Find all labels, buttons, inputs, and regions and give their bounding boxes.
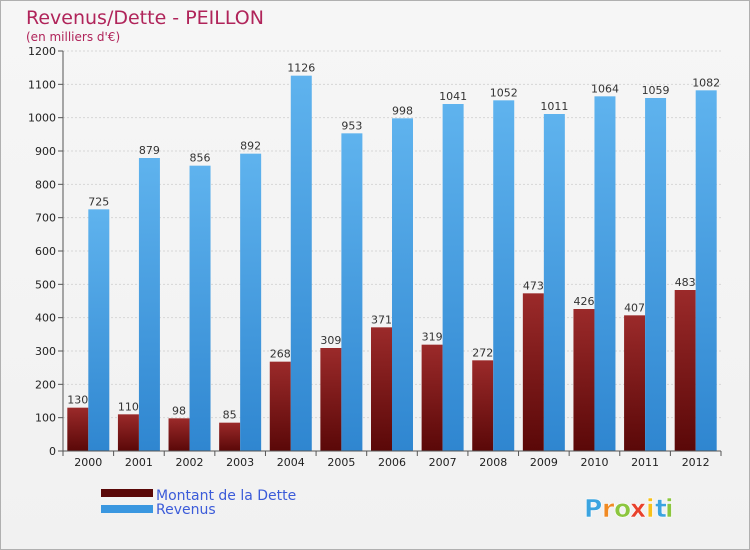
bar-debt xyxy=(67,407,89,451)
bar-revenue xyxy=(493,100,515,451)
value-label-revenue: 1082 xyxy=(692,76,720,89)
bar-revenue xyxy=(645,98,667,451)
bar-revenue xyxy=(341,133,363,452)
value-label-debt: 85 xyxy=(223,409,237,422)
y-tick-label: 800 xyxy=(35,178,56,191)
value-label-revenue: 1052 xyxy=(490,86,518,99)
bar-revenue xyxy=(392,118,413,451)
value-label-revenue: 892 xyxy=(240,140,261,153)
bar-debt xyxy=(320,348,342,451)
bar-debt xyxy=(472,360,494,451)
value-label-revenue: 879 xyxy=(139,144,160,157)
y-tick-label: 1000 xyxy=(28,112,56,125)
x-tick-label: 2008 xyxy=(479,456,507,469)
value-label-revenue: 1011 xyxy=(540,100,568,113)
value-label-revenue: 1041 xyxy=(439,90,467,103)
bar-revenue xyxy=(290,75,312,452)
value-label-debt: 268 xyxy=(270,348,291,361)
value-label-revenue: 725 xyxy=(88,195,109,208)
y-tick-label: 600 xyxy=(35,245,56,258)
y-tick-label: 100 xyxy=(35,412,56,425)
legend-label-revenue: Revenus xyxy=(156,502,216,518)
y-tick-label: 700 xyxy=(35,212,56,225)
y-tick-label: 1100 xyxy=(28,78,56,91)
value-label-debt: 319 xyxy=(422,331,443,344)
logo-letter: t xyxy=(655,494,667,523)
value-label-revenue: 856 xyxy=(190,152,211,165)
value-label-debt: 473 xyxy=(523,279,544,292)
x-tick-label: 2010 xyxy=(580,456,608,469)
value-label-revenue: 953 xyxy=(341,119,362,132)
logo-letter: P xyxy=(584,494,602,523)
value-label-debt: 110 xyxy=(118,400,139,413)
legend-swatch-revenue xyxy=(101,505,153,513)
value-label-debt: 371 xyxy=(371,313,392,326)
bar-revenue xyxy=(88,209,110,451)
y-tick-label: 200 xyxy=(35,378,56,391)
bar-debt xyxy=(371,327,392,451)
value-label-revenue: 1064 xyxy=(591,82,619,95)
x-tick-label: 2000 xyxy=(74,456,102,469)
bar-debt xyxy=(522,293,544,451)
logo-letter: o xyxy=(614,494,631,523)
bar-debt xyxy=(624,315,646,451)
logo-letter: i xyxy=(665,494,674,523)
value-label-debt: 426 xyxy=(573,295,594,308)
x-tick-label: 2009 xyxy=(530,456,558,469)
bar-debt xyxy=(168,418,190,451)
x-tick-label: 2007 xyxy=(429,456,457,469)
legend-label-debt: Montant de la Dette xyxy=(156,488,296,504)
bar-revenue xyxy=(189,165,211,451)
y-tick-label: 0 xyxy=(49,445,56,458)
legend: Montant de la Dette Revenus xyxy=(101,488,296,518)
bar-debt xyxy=(219,422,241,451)
bar-debt xyxy=(117,414,139,451)
bar-debt xyxy=(421,344,443,451)
chart-subtitle: (en milliers d'€) xyxy=(26,30,120,44)
bar-revenue xyxy=(442,104,464,451)
x-tick-label: 2005 xyxy=(327,456,355,469)
logo-letter: i xyxy=(646,494,655,523)
value-label-debt: 272 xyxy=(472,346,493,359)
value-label-debt: 309 xyxy=(320,334,341,347)
bar-debt xyxy=(674,290,696,451)
value-label-debt: 130 xyxy=(67,394,88,407)
axes: 0 100 200 300 400 500 600 700 800 900 1000 1100 1200… xyxy=(28,45,722,469)
logo-letter: r xyxy=(602,494,615,523)
y-tick-label: 400 xyxy=(35,312,56,325)
chart-title: Revenus/Dette - PEILLON xyxy=(26,7,264,29)
legend-swatch-debt xyxy=(101,489,153,497)
bar-revenue xyxy=(695,90,717,451)
y-tick-label: 1200 xyxy=(28,45,56,58)
x-tick-label: 2006 xyxy=(378,456,406,469)
value-label-debt: 483 xyxy=(675,276,696,289)
value-label-revenue: 998 xyxy=(392,104,413,117)
bar-revenue xyxy=(594,96,616,451)
y-tick-label: 300 xyxy=(35,345,56,358)
x-tick-label: 2001 xyxy=(125,456,153,469)
bar-revenue xyxy=(138,158,160,451)
x-tick-label: 2004 xyxy=(277,456,305,469)
value-label-revenue: 1059 xyxy=(642,84,670,97)
x-tick-label: 2011 xyxy=(631,456,659,469)
bar-debt xyxy=(573,309,595,451)
x-tick-label: 2012 xyxy=(682,456,710,469)
bar-debt xyxy=(269,361,291,451)
y-tick-label: 900 xyxy=(35,145,56,158)
x-tick-label: 2002 xyxy=(176,456,204,469)
bar-revenue xyxy=(240,153,262,451)
x-tick-label: 2003 xyxy=(226,456,254,469)
logo-letter: x xyxy=(630,494,646,523)
y-tick-label: 500 xyxy=(35,278,56,291)
bar-revenue xyxy=(543,114,565,451)
value-label-debt: 407 xyxy=(624,301,645,314)
value-label-revenue: 1126 xyxy=(287,62,315,75)
value-label-debt: 98 xyxy=(172,404,186,417)
bars: 130 725 110 879 98 856 85 892 268 1126 309 953 371 99… xyxy=(67,62,720,452)
